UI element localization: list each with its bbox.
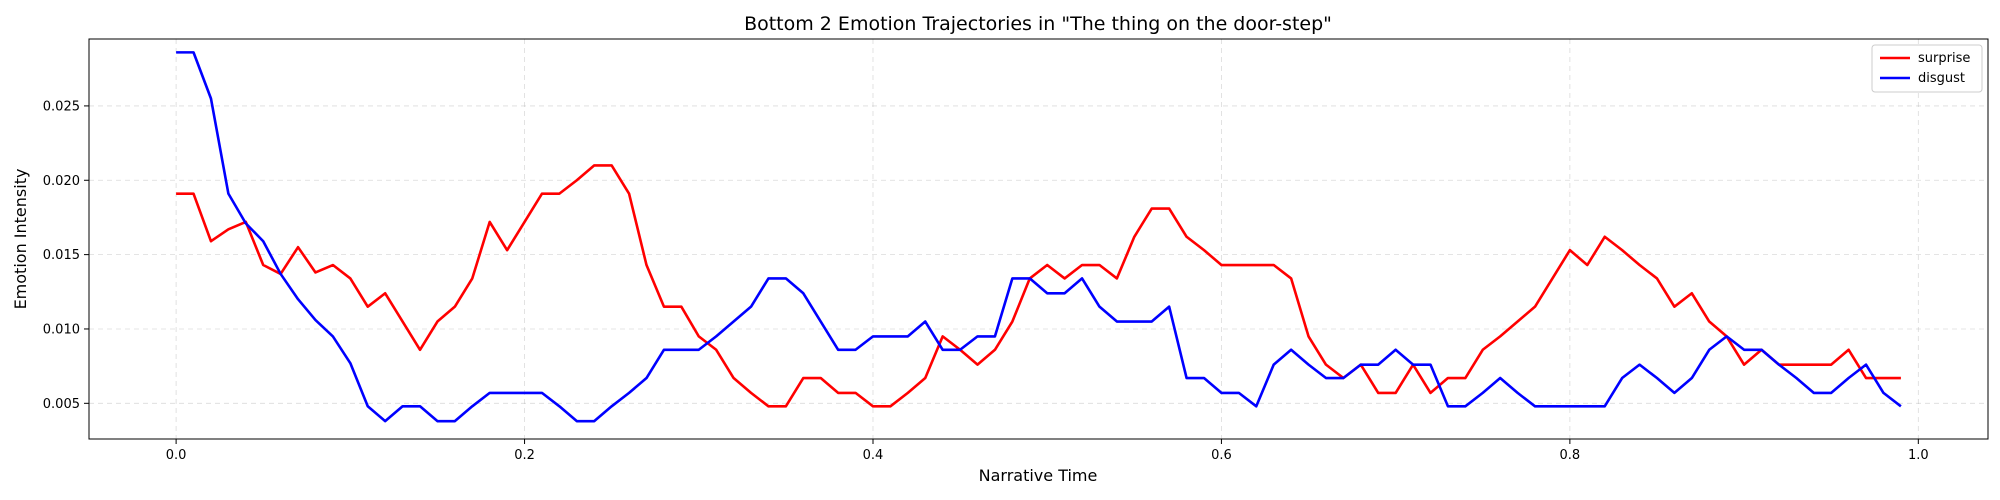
plot-area-frame xyxy=(88,38,1989,440)
y-tick-label: 0.015 xyxy=(43,248,80,263)
x-axis-title: Narrative Time xyxy=(979,466,1098,485)
x-tick-label: 0.6 xyxy=(1211,448,1232,463)
chart-title: Bottom 2 Emotion Trajectories in "The th… xyxy=(744,13,1332,35)
legend-label-surprise: surprise xyxy=(1918,51,1970,66)
axis-ticks: 0.0 0.2 0.4 0.6 0.8 1.0 0.005 0.010 0.015 0.020 0.… xyxy=(43,99,1929,463)
series-lines xyxy=(176,51,1902,423)
x-tick-label: 0.0 xyxy=(166,448,187,463)
series-line-disgust xyxy=(176,51,1902,423)
y-tick-label: 0.025 xyxy=(43,99,80,114)
y-tick-label: 0.005 xyxy=(43,397,80,412)
series-line-surprise xyxy=(176,164,1901,408)
x-tick-label: 1.0 xyxy=(1908,448,1929,463)
legend-label-disgust: disgust xyxy=(1918,71,1965,86)
x-tick-label: 0.4 xyxy=(863,448,884,463)
grid xyxy=(89,39,1988,439)
x-tick-label: 0.2 xyxy=(514,448,535,463)
y-tick-label: 0.020 xyxy=(43,174,80,189)
x-tick-label: 0.8 xyxy=(1560,448,1581,463)
y-axis-title: Emotion Intensity xyxy=(11,169,30,310)
legend: surprise disgust xyxy=(1871,44,1983,93)
y-tick-label: 0.010 xyxy=(43,322,80,337)
